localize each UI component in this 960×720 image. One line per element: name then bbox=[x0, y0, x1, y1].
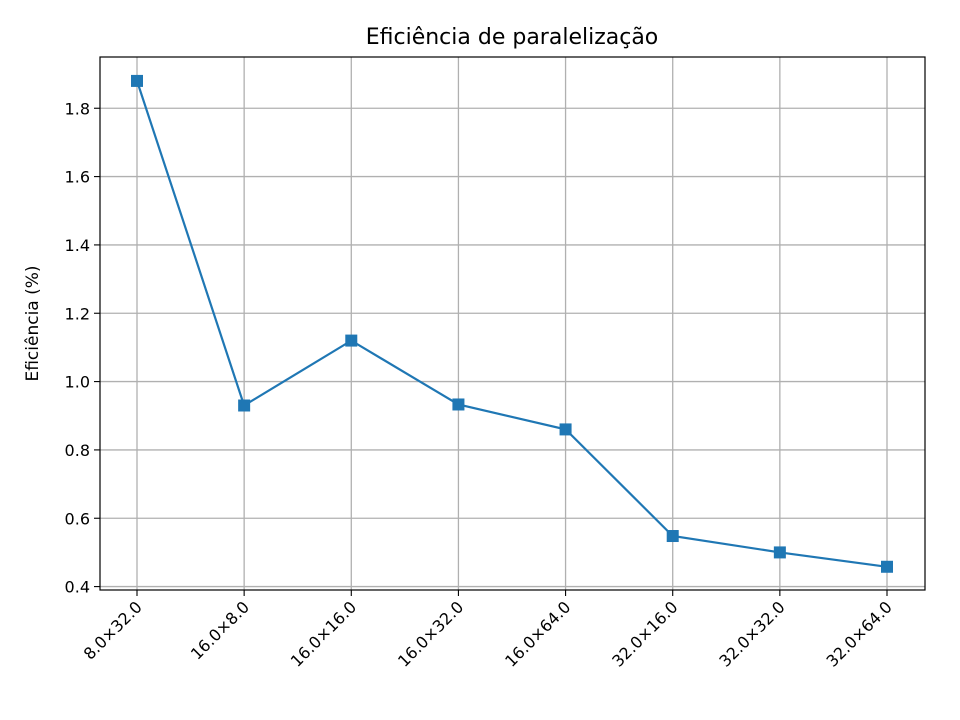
data-point bbox=[238, 399, 251, 412]
chart-title: Eficiência de paralelização bbox=[366, 25, 659, 50]
y-tick-label: 0.6 bbox=[65, 509, 90, 528]
y-tick-label: 0.8 bbox=[65, 441, 90, 460]
series-line bbox=[135, 80, 888, 568]
data-point bbox=[559, 423, 572, 436]
y-tick-label: 1.4 bbox=[65, 236, 90, 255]
y-tick-label: 0.4 bbox=[65, 578, 90, 597]
data-point bbox=[881, 560, 893, 573]
y-tick-label: 1.0 bbox=[65, 373, 90, 392]
y-tick-label: 1.8 bbox=[65, 99, 90, 118]
plot-frame bbox=[99, 56, 926, 591]
data-point bbox=[452, 398, 465, 411]
data-point bbox=[345, 334, 358, 347]
data-point bbox=[131, 74, 143, 87]
y-tick-label: 1.6 bbox=[65, 168, 90, 187]
y-axis-title: Eficiência (%) bbox=[23, 265, 43, 381]
grid bbox=[100, 57, 925, 590]
data-point bbox=[773, 546, 786, 559]
y-axis: 0.4 0.6 0.8 1.0 1.2 1.4 1.6 1.8 bbox=[65, 99, 100, 597]
data-point bbox=[666, 530, 679, 543]
series bbox=[131, 74, 893, 573]
y-tick-label: 1.2 bbox=[65, 304, 90, 323]
